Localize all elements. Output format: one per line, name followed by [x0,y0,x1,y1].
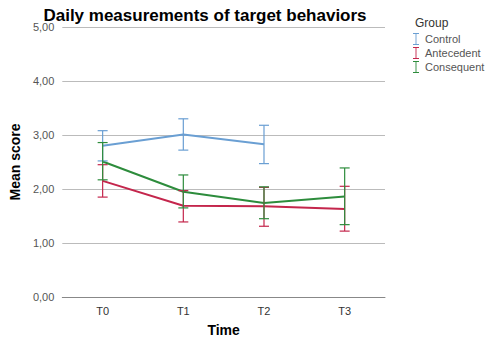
svg-text:0,00: 0,00 [33,291,54,303]
svg-text:Time: Time [207,322,240,338]
svg-text:T1: T1 [177,305,190,317]
svg-text:Daily measurements of target b: Daily measurements of target behaviors [43,6,366,25]
svg-text:3,00: 3,00 [33,129,54,141]
svg-text:T2: T2 [258,305,271,317]
svg-text:Mean score: Mean score [7,123,23,200]
svg-text:Consequent: Consequent [425,61,484,73]
svg-text:4,00: 4,00 [33,75,54,87]
svg-text:5,00: 5,00 [32,21,55,33]
svg-text:T0: T0 [96,305,109,317]
svg-text:T3: T3 [338,305,351,317]
svg-text:Antecedent: Antecedent [425,47,481,59]
svg-text:2,00: 2,00 [33,183,54,195]
svg-text:Control: Control [425,33,460,45]
svg-text:1,00: 1,00 [33,237,54,249]
svg-text:Group: Group [415,16,449,30]
